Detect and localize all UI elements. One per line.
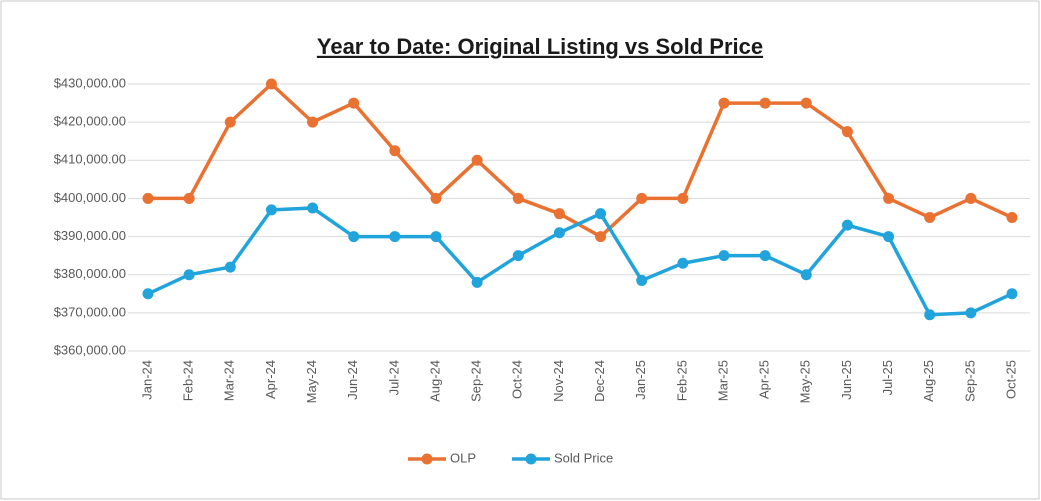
x-tick-label: Mar-24 bbox=[222, 360, 237, 401]
point bbox=[307, 202, 319, 214]
x-tick-label: Jun-25 bbox=[839, 360, 854, 400]
point bbox=[553, 208, 565, 220]
point bbox=[265, 204, 277, 216]
point bbox=[512, 192, 524, 204]
point bbox=[183, 269, 195, 281]
point bbox=[677, 257, 689, 269]
x-tick-label: Aug-24 bbox=[427, 360, 442, 402]
x-tick-label: May-24 bbox=[304, 360, 319, 403]
point bbox=[883, 192, 895, 204]
point bbox=[636, 274, 648, 286]
point bbox=[389, 145, 401, 157]
legend-label: Sold Price bbox=[554, 450, 613, 465]
point bbox=[553, 227, 565, 239]
y-tick-label: $380,000.00 bbox=[54, 266, 126, 281]
point bbox=[924, 212, 936, 223]
point bbox=[224, 261, 236, 273]
x-tick-label: Nov-24 bbox=[551, 360, 566, 402]
point bbox=[841, 219, 853, 231]
legend-marker bbox=[525, 453, 537, 465]
x-tick-label: Oct-25 bbox=[1003, 360, 1018, 399]
x-tick-label: Aug-25 bbox=[921, 360, 936, 402]
x-tick-label: Apr-25 bbox=[757, 360, 772, 399]
y-tick-label: $400,000.00 bbox=[54, 190, 126, 205]
x-tick-label: Feb-25 bbox=[674, 360, 689, 401]
x-tick-label: May-25 bbox=[798, 360, 813, 403]
point bbox=[718, 250, 730, 262]
x-tick-label: Oct-24 bbox=[510, 360, 525, 399]
x-tick-label: Jan-24 bbox=[139, 360, 154, 400]
point bbox=[512, 250, 524, 262]
point bbox=[471, 276, 483, 288]
point bbox=[307, 116, 319, 128]
point bbox=[142, 288, 154, 300]
legend-label: OLP bbox=[450, 450, 476, 465]
line bbox=[147, 206, 1013, 317]
point bbox=[965, 192, 977, 204]
point bbox=[265, 78, 277, 90]
point bbox=[841, 126, 853, 138]
point bbox=[595, 208, 607, 220]
x-tick-label: Jun-24 bbox=[345, 360, 360, 400]
x-tick-label: Sep-25 bbox=[962, 360, 977, 402]
y-tick-label: $370,000.00 bbox=[54, 304, 126, 319]
point bbox=[718, 97, 730, 109]
y-tick-label: $420,000.00 bbox=[54, 114, 126, 129]
x-tick-label: Dec-24 bbox=[592, 360, 607, 402]
y-tick-label: $410,000.00 bbox=[54, 152, 126, 167]
point bbox=[430, 192, 442, 204]
x-tick-label: Jul-24 bbox=[386, 360, 401, 395]
x-tick-label: Jul-25 bbox=[880, 360, 895, 395]
point bbox=[142, 192, 154, 204]
point bbox=[759, 250, 771, 262]
point bbox=[1006, 212, 1018, 223]
point bbox=[965, 307, 977, 319]
chart-title: Year to Date: Original Listing vs Sold P… bbox=[317, 34, 763, 59]
point bbox=[348, 231, 360, 243]
point bbox=[595, 231, 607, 243]
point bbox=[759, 97, 771, 109]
point bbox=[430, 231, 442, 243]
x-tick-label: Apr-24 bbox=[263, 360, 278, 399]
point bbox=[636, 192, 648, 204]
legend-marker bbox=[421, 453, 433, 465]
point bbox=[883, 231, 895, 243]
point bbox=[348, 97, 360, 109]
point bbox=[1006, 288, 1018, 300]
point bbox=[471, 154, 483, 166]
x-tick-label: Feb-24 bbox=[181, 360, 196, 401]
y-tick-label: $430,000.00 bbox=[54, 75, 126, 90]
y-tick-label: $390,000.00 bbox=[54, 228, 126, 243]
point bbox=[800, 269, 812, 281]
point bbox=[183, 192, 195, 204]
y-tick-label: $360,000.00 bbox=[54, 342, 126, 357]
x-tick-label: Jan-25 bbox=[633, 360, 648, 400]
point bbox=[924, 309, 936, 321]
point bbox=[800, 97, 812, 109]
x-tick-label: Sep-24 bbox=[469, 360, 484, 402]
point bbox=[224, 116, 236, 128]
point bbox=[389, 231, 401, 243]
point bbox=[677, 192, 689, 204]
x-tick-label: Mar-25 bbox=[715, 360, 730, 401]
